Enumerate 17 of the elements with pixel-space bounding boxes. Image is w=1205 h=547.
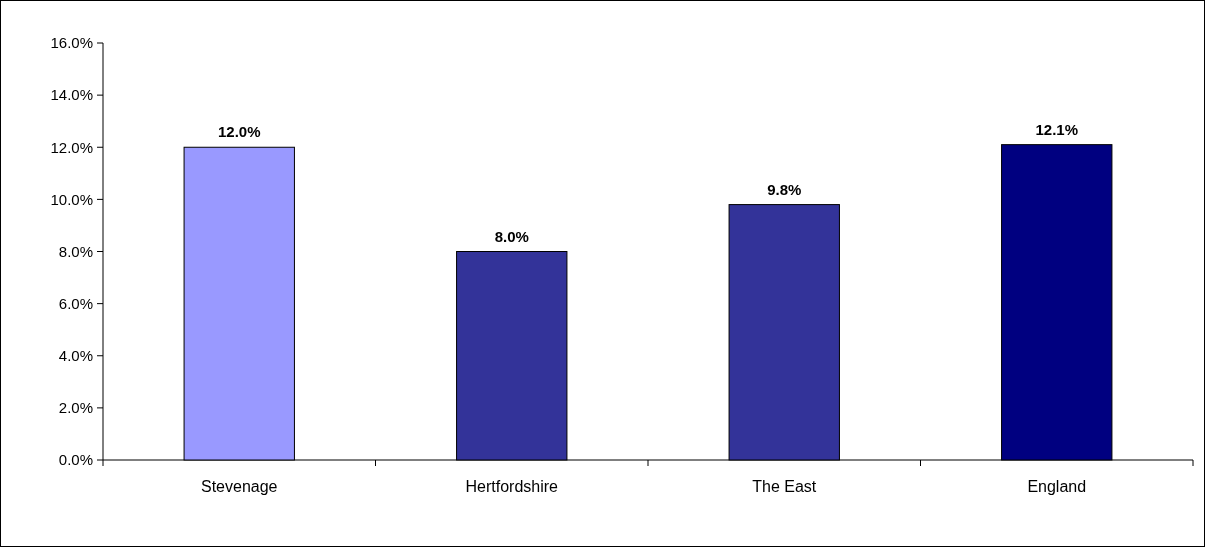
data-label: 8.0% (494, 227, 529, 245)
y-tick-label: 0.0% (58, 451, 93, 469)
y-tick-label: 4.0% (58, 347, 93, 364)
data-label: 12.0% (217, 123, 261, 141)
y-tick-label: 2.0% (58, 399, 93, 417)
x-tick-label: England (1027, 478, 1087, 495)
y-tick-label: 14.0% (50, 86, 93, 104)
x-tick-label: Stevenage (200, 478, 278, 495)
y-tick-label: 16.0% (50, 34, 93, 52)
y-tick-label: 12.0% (50, 138, 93, 156)
y-tick-label: 10.0% (50, 190, 93, 208)
x-tick-label: The East (752, 478, 817, 495)
y-tick-label: 6.0% (58, 294, 93, 312)
y-tick-label: 8.0% (58, 242, 93, 260)
data-label: 12.1% (1035, 120, 1079, 138)
data-label: 9.8% (767, 180, 802, 198)
x-tick-label: Hertfordshire (465, 478, 559, 495)
